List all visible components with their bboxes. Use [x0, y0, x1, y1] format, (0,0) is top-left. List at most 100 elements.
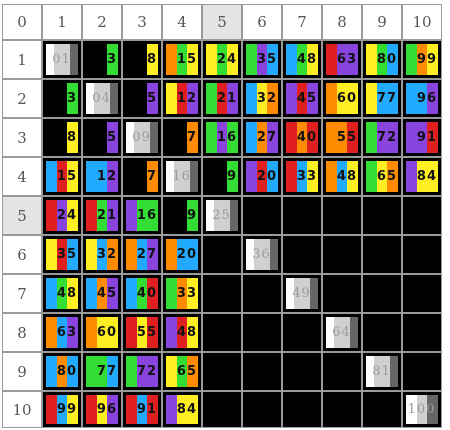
product-cell-7x8[interactable] [322, 274, 362, 313]
product-cell-7x3[interactable]: 40 [122, 274, 162, 313]
product-cell-3x1[interactable]: 8 [42, 118, 82, 157]
product-cell-6x2[interactable]: 32 [82, 235, 122, 274]
column-header-10[interactable]: 10 [402, 4, 442, 40]
column-header-8[interactable]: 8 [322, 4, 362, 40]
product-cell-10x2[interactable]: 96 [82, 391, 122, 428]
row-header-9[interactable]: 9 [2, 352, 42, 391]
product-cell-5x7[interactable] [282, 196, 322, 235]
product-cell-3x3[interactable]: 09 [122, 118, 162, 157]
product-cell-5x4[interactable]: 9 [162, 196, 202, 235]
product-cell-4x8[interactable]: 48 [322, 157, 362, 196]
product-cell-5x1[interactable]: 24 [42, 196, 82, 235]
product-cell-9x10[interactable] [402, 352, 442, 391]
product-cell-9x8[interactable] [322, 352, 362, 391]
product-cell-10x8[interactable] [322, 391, 362, 428]
product-cell-1x8[interactable]: 63 [322, 40, 362, 79]
product-cell-2x1[interactable]: 3 [42, 79, 82, 118]
product-cell-2x5[interactable]: 21 [202, 79, 242, 118]
product-cell-1x1[interactable]: 01 [42, 40, 82, 79]
product-cell-10x9[interactable] [362, 391, 402, 428]
product-cell-2x8[interactable]: 60 [322, 79, 362, 118]
product-cell-5x6[interactable] [242, 196, 282, 235]
product-cell-4x4[interactable]: 16 [162, 157, 202, 196]
product-cell-4x10[interactable]: 84 [402, 157, 442, 196]
product-cell-6x9[interactable] [362, 235, 402, 274]
column-header-7[interactable]: 7 [282, 4, 322, 40]
product-cell-7x2[interactable]: 45 [82, 274, 122, 313]
row-header-6[interactable]: 6 [2, 235, 42, 274]
product-cell-9x7[interactable] [282, 352, 322, 391]
row-header-10[interactable]: 10 [2, 391, 42, 428]
product-cell-5x8[interactable] [322, 196, 362, 235]
product-cell-8x1[interactable]: 63 [42, 313, 82, 352]
product-cell-4x5[interactable]: 9 [202, 157, 242, 196]
product-cell-2x3[interactable]: 5 [122, 79, 162, 118]
product-cell-9x3[interactable]: 72 [122, 352, 162, 391]
product-cell-10x3[interactable]: 91 [122, 391, 162, 428]
product-cell-3x9[interactable]: 72 [362, 118, 402, 157]
product-cell-4x1[interactable]: 15 [42, 157, 82, 196]
row-header-2[interactable]: 2 [2, 79, 42, 118]
row-header-8[interactable]: 8 [2, 313, 42, 352]
product-cell-5x3[interactable]: 16 [122, 196, 162, 235]
product-cell-10x6[interactable] [242, 391, 282, 428]
product-cell-6x6[interactable]: 36 [242, 235, 282, 274]
product-cell-8x4[interactable]: 48 [162, 313, 202, 352]
product-cell-3x6[interactable]: 27 [242, 118, 282, 157]
column-header-9[interactable]: 9 [362, 4, 402, 40]
product-cell-9x9[interactable]: 81 [362, 352, 402, 391]
product-cell-8x3[interactable]: 55 [122, 313, 162, 352]
column-header-3[interactable]: 3 [122, 4, 162, 40]
product-cell-1x3[interactable]: 8 [122, 40, 162, 79]
product-cell-4x2[interactable]: 12 [82, 157, 122, 196]
product-cell-1x4[interactable]: 15 [162, 40, 202, 79]
product-cell-4x7[interactable]: 33 [282, 157, 322, 196]
product-cell-2x4[interactable]: 12 [162, 79, 202, 118]
product-cell-3x8[interactable]: 55 [322, 118, 362, 157]
product-cell-8x10[interactable] [402, 313, 442, 352]
product-cell-10x5[interactable] [202, 391, 242, 428]
product-cell-2x9[interactable]: 77 [362, 79, 402, 118]
product-cell-7x7[interactable]: 49 [282, 274, 322, 313]
product-cell-9x1[interactable]: 80 [42, 352, 82, 391]
column-header-6[interactable]: 6 [242, 4, 282, 40]
product-cell-3x7[interactable]: 40 [282, 118, 322, 157]
product-cell-10x7[interactable] [282, 391, 322, 428]
product-cell-10x1[interactable]: 99 [42, 391, 82, 428]
product-cell-6x8[interactable] [322, 235, 362, 274]
product-cell-2x6[interactable]: 32 [242, 79, 282, 118]
product-cell-1x2[interactable]: 3 [82, 40, 122, 79]
product-cell-10x4[interactable]: 84 [162, 391, 202, 428]
product-cell-5x9[interactable] [362, 196, 402, 235]
product-cell-9x6[interactable] [242, 352, 282, 391]
product-cell-8x6[interactable] [242, 313, 282, 352]
product-cell-9x5[interactable] [202, 352, 242, 391]
row-header-7[interactable]: 7 [2, 274, 42, 313]
product-cell-1x6[interactable]: 35 [242, 40, 282, 79]
product-cell-3x4[interactable]: 7 [162, 118, 202, 157]
product-cell-2x2[interactable]: 04 [82, 79, 122, 118]
product-cell-4x6[interactable]: 20 [242, 157, 282, 196]
product-cell-1x9[interactable]: 80 [362, 40, 402, 79]
product-cell-8x5[interactable] [202, 313, 242, 352]
product-cell-5x10[interactable] [402, 196, 442, 235]
product-cell-7x1[interactable]: 48 [42, 274, 82, 313]
column-header-4[interactable]: 4 [162, 4, 202, 40]
column-header-2[interactable]: 2 [82, 4, 122, 40]
product-cell-6x5[interactable] [202, 235, 242, 274]
column-header-5[interactable]: 5 [202, 4, 242, 40]
product-cell-2x10[interactable]: 96 [402, 79, 442, 118]
product-cell-7x6[interactable] [242, 274, 282, 313]
row-header-5[interactable]: 5 [2, 196, 42, 235]
product-cell-7x5[interactable] [202, 274, 242, 313]
product-cell-7x4[interactable]: 33 [162, 274, 202, 313]
product-cell-5x2[interactable]: 21 [82, 196, 122, 235]
row-header-1[interactable]: 1 [2, 40, 42, 79]
product-cell-6x3[interactable]: 27 [122, 235, 162, 274]
product-cell-8x7[interactable] [282, 313, 322, 352]
product-cell-8x2[interactable]: 60 [82, 313, 122, 352]
product-cell-5x5[interactable]: 25 [202, 196, 242, 235]
product-cell-7x9[interactable] [362, 274, 402, 313]
product-cell-3x10[interactable]: 91 [402, 118, 442, 157]
row-header-3[interactable]: 3 [2, 118, 42, 157]
